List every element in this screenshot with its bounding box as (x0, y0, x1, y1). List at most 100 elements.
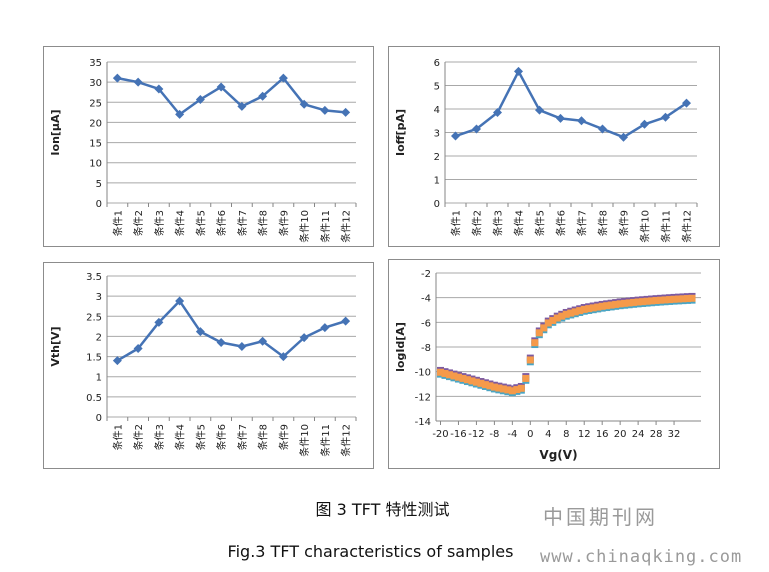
y-tick-label: 3 (434, 129, 440, 140)
data-point (576, 307, 584, 315)
x-tick-label: 条件8 (257, 424, 270, 450)
data-point (216, 82, 226, 92)
x-tick-label: 条件10 (298, 424, 311, 457)
data-point (195, 94, 205, 104)
x-tick-label: 条件12 (681, 210, 694, 243)
x-tick-label: 条件3 (492, 210, 505, 236)
y-tick-label: -6 (421, 318, 431, 329)
data-point (508, 387, 516, 395)
data-point (278, 352, 288, 362)
x-tick-label: 条件7 (576, 210, 589, 236)
data-point (341, 316, 351, 326)
data-point (451, 131, 460, 141)
y-tick-label: 2.5 (86, 312, 102, 323)
data-point (558, 312, 566, 320)
y-tick-label: 0 (96, 199, 102, 210)
data-point (468, 377, 476, 385)
data-point (450, 372, 458, 380)
x-tick-label: 28 (650, 429, 663, 440)
y-tick-label: 25 (89, 98, 102, 109)
data-point (495, 384, 503, 392)
data-point (526, 356, 534, 364)
y-tick-label: 1 (434, 176, 440, 187)
x-tick-label: 条件11 (660, 210, 673, 243)
x-tick-label: 条件12 (340, 424, 353, 457)
y-tick-label: -10 (415, 368, 431, 379)
data-point (463, 376, 471, 384)
data-point (535, 105, 544, 115)
x-tick-label: 8 (563, 429, 569, 440)
y-tick-label: 3 (96, 292, 102, 303)
x-tick-label: 条件11 (319, 210, 332, 243)
data-point (472, 124, 481, 134)
y-tick-label: -14 (415, 417, 431, 428)
y-axis-label: logId[A] (394, 322, 407, 372)
data-point (154, 84, 164, 94)
x-tick-label: 条件8 (257, 210, 270, 236)
y-tick-label: 2 (96, 332, 102, 343)
x-tick-label: 条件4 (174, 424, 187, 450)
data-point (616, 300, 624, 308)
x-tick-label: 24 (632, 429, 645, 440)
data-point (556, 113, 565, 123)
watermark-chinese: 中国期刊网 (543, 505, 658, 529)
data-point (643, 297, 651, 305)
data-point (598, 124, 607, 134)
data-point (549, 316, 557, 324)
x-tick-label: 16 (596, 429, 609, 440)
y-tick-label: -8 (421, 343, 431, 354)
data-point (441, 370, 449, 378)
data-point (341, 107, 351, 117)
y-tick-label: -4 (421, 294, 431, 305)
y-tick-label: 5 (434, 82, 440, 93)
data-point (540, 324, 548, 332)
data-point (112, 356, 122, 366)
data-point (513, 386, 521, 394)
data-point (454, 373, 462, 381)
x-tick-label: 0 (527, 429, 533, 440)
data-point (237, 342, 247, 351)
data-point (299, 333, 309, 343)
data-point (577, 116, 586, 126)
x-tick-label: 条件12 (340, 210, 353, 243)
data-point (133, 77, 143, 87)
data-point (477, 379, 485, 387)
data-point (598, 302, 606, 310)
data-point (486, 382, 494, 390)
data-point (320, 105, 330, 115)
data-point (553, 314, 561, 322)
data-point (154, 317, 164, 327)
data-point (258, 91, 268, 101)
x-tick-label: 12 (578, 429, 591, 440)
data-point (612, 300, 620, 308)
chart-frame (388, 259, 720, 469)
x-tick-label: -16 (450, 429, 466, 440)
data-point (619, 132, 628, 142)
y-tick-label: 1 (96, 373, 102, 384)
x-tick-label: 条件7 (236, 424, 249, 450)
x-tick-label: 20 (614, 429, 627, 440)
chart-vth: 0 0.5 1 1.5 2 2.5 3 3.5 Vth[V] 条件1 条件2 条件3 条件4 条件5 条件6… (43, 262, 374, 469)
x-tick-label: 条件11 (319, 424, 332, 457)
x-tick-label: 条件5 (194, 424, 207, 450)
data-point (571, 308, 579, 316)
data-point (684, 295, 692, 303)
x-tick-label: 条件5 (194, 210, 207, 236)
chart-ion: 0 5 10 15 20 25 30 35 Ion[μA] 条件1 条件2 条件3 条件4 条件5 条件6 条… (43, 46, 374, 247)
x-tick-label: 32 (668, 429, 681, 440)
y-tick-label: 10 (89, 159, 102, 170)
data-point (258, 336, 268, 346)
data-point (493, 108, 502, 118)
data-point (585, 305, 593, 313)
x-tick-label: 条件10 (298, 210, 311, 243)
series-2 (436, 294, 696, 395)
y-tick-label: 0.5 (86, 393, 102, 404)
data-point (490, 383, 498, 391)
series-line (455, 70, 688, 139)
data-point (621, 299, 629, 307)
x-tick-label: 条件7 (236, 210, 249, 236)
data-point (682, 98, 691, 108)
chart-frame (388, 46, 720, 247)
data-point (544, 319, 552, 327)
